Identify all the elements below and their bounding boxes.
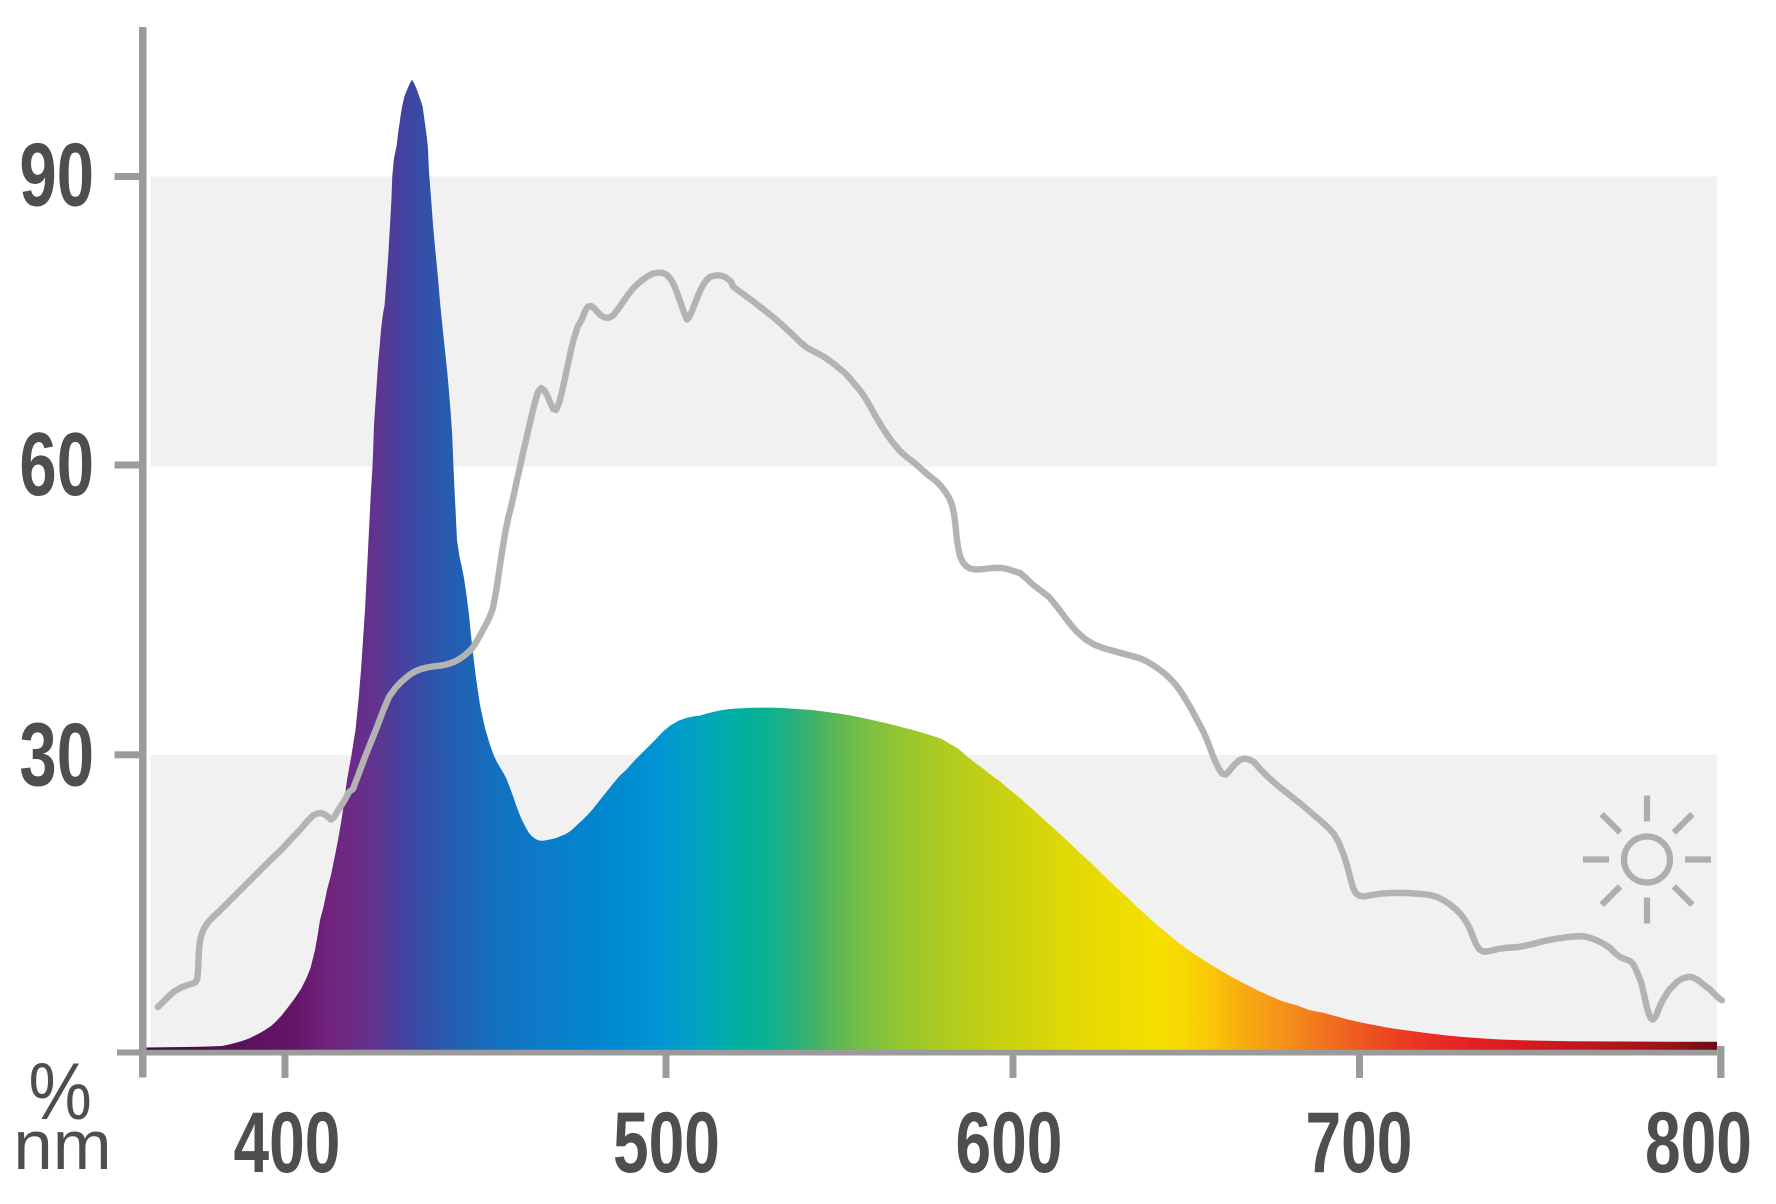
- svg-text:30: 30: [19, 704, 94, 805]
- svg-text:500: 500: [613, 1095, 720, 1191]
- svg-text:400: 400: [234, 1095, 341, 1191]
- svg-text:60: 60: [19, 413, 94, 514]
- svg-text:800: 800: [1645, 1095, 1752, 1191]
- svg-text:600: 600: [956, 1095, 1063, 1191]
- svg-text:90: 90: [19, 124, 94, 225]
- svg-text:700: 700: [1306, 1095, 1413, 1191]
- svg-text:nm: nm: [13, 1105, 111, 1184]
- svg-text:%: %: [29, 1047, 92, 1137]
